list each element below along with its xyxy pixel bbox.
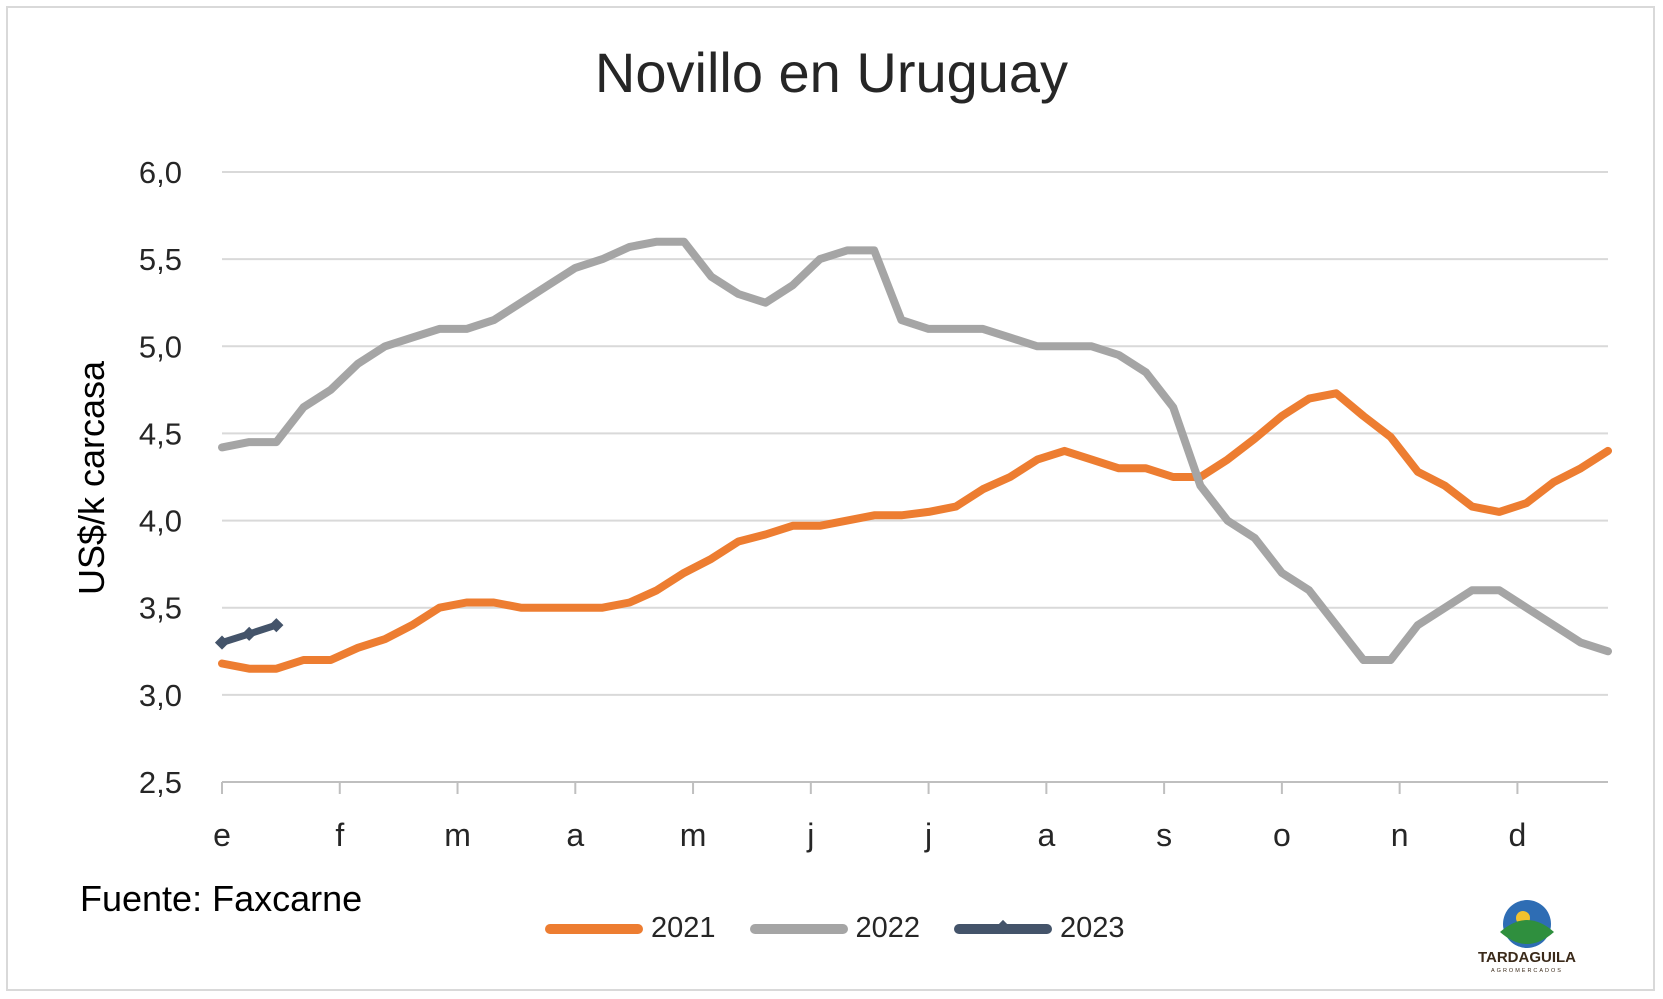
svg-text:TARDAGUILA: TARDAGUILA [1478, 949, 1576, 966]
y-tick-label: 4,5 [139, 416, 182, 451]
x-tick-label: j [806, 817, 814, 853]
legend-label-2021: 2021 [651, 912, 716, 944]
chart-title: Novillo en Uruguay [594, 41, 1069, 104]
legend-item-2023: 2023 [954, 912, 1125, 945]
x-tick-label: f [335, 817, 344, 853]
x-tick-label: j [924, 817, 932, 853]
y-tick-label: 5,0 [139, 329, 182, 364]
data-point-2023 [242, 626, 257, 641]
data-point-2023 [214, 635, 230, 650]
y-tick-label: 2,5 [139, 765, 182, 800]
chart-frame [6, 6, 1655, 991]
series-line-2022 [218, 237, 1612, 664]
y-axis-ticks: 6,0 5,5 5,0 4,5 4,0 3,5 3,0 2,5 [139, 155, 182, 800]
tardaguila-logo: TARDAGUILA AGROMERCADOS [1478, 900, 1576, 974]
svg-text:AGROMERCADOS: AGROMERCADOS [1491, 968, 1563, 974]
source-note: Fuente: Faxcarne [80, 878, 363, 919]
x-tick-label: a [566, 817, 584, 853]
x-tick-label: n [1391, 817, 1409, 853]
y-tick-label: 3,0 [139, 678, 182, 713]
legend-swatch-2022 [749, 923, 848, 934]
legend-item-2022: 2022 [749, 912, 921, 945]
x-tick-label: m [680, 817, 707, 853]
y-tick-label: 3,5 [139, 591, 182, 626]
x-tick-label: s [1156, 817, 1172, 853]
legend-swatch-2023 [954, 919, 1053, 934]
y-tick-label: 5,5 [139, 242, 182, 277]
y-tick-label: 6,0 [139, 155, 182, 190]
legend: 2021 2022 2023 [545, 912, 1159, 945]
legend-label-2023: 2023 [1060, 912, 1125, 944]
x-tick-label: e [213, 817, 231, 853]
y-tick-label: 4,0 [139, 504, 182, 539]
series-line-2021 [218, 389, 1612, 673]
series-lines [214, 237, 1612, 673]
legend-swatch-2021 [545, 923, 643, 934]
x-tick-label: a [1037, 817, 1055, 853]
legend-label-2022: 2022 [855, 912, 921, 944]
data-point-2023 [269, 618, 284, 633]
legend-item-2021: 2021 [545, 912, 716, 945]
x-tick-label: o [1273, 817, 1291, 853]
x-tick-label: m [444, 817, 471, 853]
x-tick-label: d [1509, 817, 1527, 853]
gridlines [222, 171, 1608, 783]
